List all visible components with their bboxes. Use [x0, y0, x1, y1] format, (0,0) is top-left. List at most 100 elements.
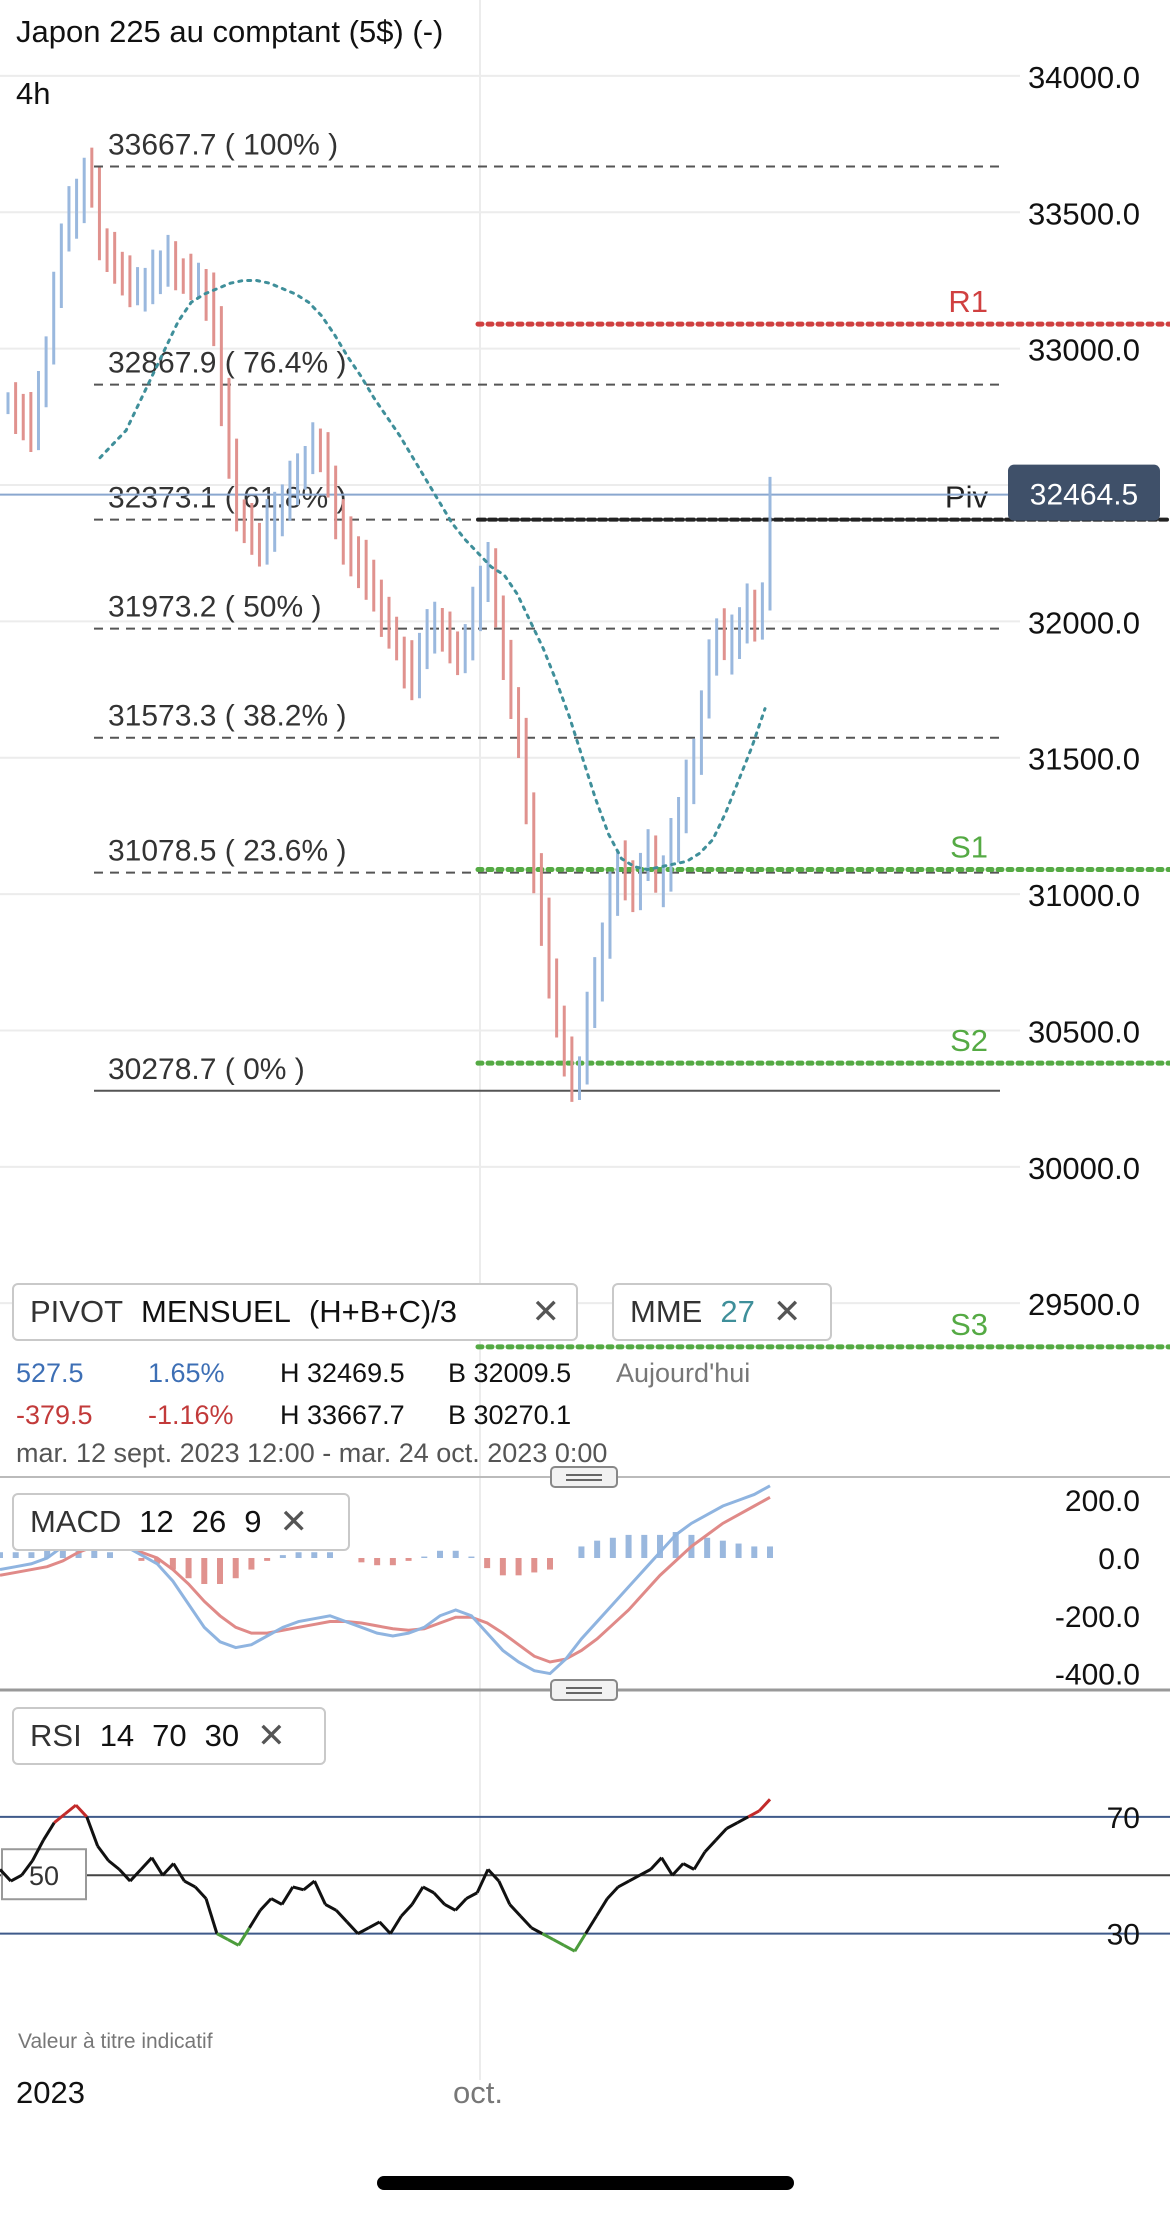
- fib-label: 31078.5 ( 23.6% ): [108, 835, 347, 868]
- rsi-segment: [508, 1903, 522, 1918]
- rsi-segment: [714, 1827, 728, 1842]
- rsi-segment: [118, 1868, 132, 1883]
- rsi-segment: [204, 1898, 219, 1935]
- ema-layer: [98, 278, 767, 872]
- macd-histogram-bar: [405, 1558, 412, 1561]
- macd-histogram-bar: [248, 1558, 255, 1570]
- macd-histogram-bar: [751, 1546, 758, 1558]
- macd-histogram-bar: [389, 1558, 396, 1566]
- macd-histogram-bar: [154, 1558, 161, 1564]
- rsi-segment: [216, 1932, 229, 1941]
- price-tick-label: 30000.0: [1028, 1151, 1140, 1186]
- rsi-segment: [595, 1897, 609, 1917]
- rsi-segment: [259, 1897, 273, 1912]
- macd-chip-label: MACD: [30, 1504, 122, 1539]
- macd-histogram-bar: [138, 1558, 145, 1561]
- pivot-label-piv: Piv: [945, 480, 989, 515]
- macd-histogram-bar: [185, 1558, 192, 1579]
- current-price-label: 32464.5: [1030, 479, 1138, 512]
- rsi-segment: [422, 1885, 435, 1895]
- price-tick-label: 31000.0: [1028, 878, 1140, 913]
- rsi-segment: [280, 1886, 295, 1906]
- stat-high-2: H 33667.7: [280, 1400, 405, 1430]
- rsi-segment: [563, 1943, 576, 1953]
- rsi-segment: [443, 1903, 457, 1912]
- rsi-segment: [400, 1903, 414, 1918]
- macd-histogram-bar: [547, 1558, 553, 1570]
- pane-resize-handle-2[interactable]: [550, 1679, 618, 1701]
- fib-label: 33667.7 ( 100% ): [108, 129, 338, 162]
- ema-close-icon[interactable]: ✕: [772, 1293, 802, 1331]
- x-label-oct: oct.: [453, 2075, 503, 2110]
- rsi-chip-label: RSI: [30, 1718, 82, 1753]
- rsi-segment: [194, 1885, 208, 1900]
- macd-histogram-bar: [358, 1558, 365, 1563]
- rsi-segment: [628, 1873, 641, 1883]
- ema-chip[interactable]: MME 27 ✕: [612, 1283, 832, 1341]
- macd-histogram-bar: [169, 1558, 176, 1570]
- rsi-segment: [0, 1868, 12, 1883]
- pane-resize-handle-1[interactable]: [550, 1466, 618, 1488]
- macd-histogram-bar: [609, 1537, 616, 1558]
- rsi-segment: [475, 1868, 490, 1894]
- rsi-chip-period: 14: [99, 1718, 135, 1753]
- rsi-segment: [660, 1856, 674, 1877]
- macd-histogram-bar: [657, 1534, 663, 1558]
- pivot-chip-formula: (H+B+C)/3: [308, 1294, 458, 1329]
- rsi-segment: [649, 1856, 663, 1871]
- pivot-label-r1: R1: [948, 284, 988, 319]
- pivot-chip[interactable]: PIVOT MENSUEL (H+B+C)/3 ✕: [12, 1283, 578, 1341]
- home-indicator[interactable]: [377, 2176, 794, 2190]
- rsi-segment: [42, 1821, 56, 1841]
- rsi-segment: [736, 1815, 750, 1824]
- rsi-segment: [324, 1903, 337, 1912]
- rsi-segment: [541, 1932, 554, 1941]
- macd-histogram-bar: [107, 1552, 113, 1558]
- rsi-segment: [584, 1915, 598, 1935]
- pivot-close-icon[interactable]: ✕: [531, 1293, 561, 1331]
- rsi-chip-lower: 30: [204, 1718, 240, 1753]
- current-price-tag: [1008, 464, 1160, 521]
- macd-histogram-bar: [295, 1552, 302, 1558]
- macd-tick-label: -200.0: [1055, 1601, 1140, 1634]
- rsi-segment: [639, 1868, 652, 1877]
- pivot-label-s1: S1: [950, 830, 988, 865]
- rsi-segment: [389, 1915, 403, 1935]
- macd-chip[interactable]: MACD 12 26 9 ✕: [12, 1493, 350, 1551]
- price-tick-label: 29500.0: [1028, 1287, 1140, 1322]
- rsi-segment: [530, 1926, 543, 1935]
- macd-tick-label: 0.0: [1098, 1543, 1140, 1576]
- macd-close-icon[interactable]: ✕: [279, 1503, 309, 1541]
- macd-chip-signal: 9: [244, 1504, 262, 1539]
- macd-histogram-bar: [28, 1552, 35, 1558]
- rsi-segment: [335, 1909, 349, 1923]
- rsi-midline-badge: [1, 1848, 87, 1901]
- rsi-segment: [10, 1873, 23, 1883]
- macd-histogram-bar: [279, 1555, 286, 1558]
- instrument-title: Japon 225 au comptant (5$) (-): [16, 14, 444, 49]
- rsi-segment: [519, 1915, 533, 1929]
- rsi-segment: [758, 1798, 772, 1812]
- macd-histogram-bar: [374, 1558, 381, 1566]
- macd-histogram-bar: [452, 1550, 459, 1558]
- macd-histogram-bar: [327, 1552, 333, 1558]
- macd-tick-label: 200.0: [1065, 1485, 1140, 1518]
- rsi-chip[interactable]: RSI 14 70 30 ✕: [12, 1707, 326, 1765]
- macd-histogram-bar: [719, 1540, 726, 1558]
- macd-histogram-bar: [672, 1532, 679, 1558]
- stat-high-1: H 32469.5: [280, 1358, 405, 1388]
- date-range: mar. 12 sept. 2023 12:00 - mar. 24 oct. …: [16, 1438, 608, 1468]
- rsi-layer: 50: [0, 1798, 1170, 1953]
- rsi-segment: [497, 1880, 512, 1906]
- candles-layer: [6, 147, 772, 1102]
- stat-percent-up: 1.65%: [148, 1358, 225, 1388]
- rsi-segment: [292, 1885, 305, 1892]
- rsi-close-icon[interactable]: ✕: [257, 1717, 286, 1755]
- ema-line: [98, 278, 767, 872]
- timeframe-label[interactable]: 4h: [16, 76, 51, 111]
- disclaimer: Valeur à titre indicatif: [18, 2030, 213, 2053]
- rsi-segment: [486, 1868, 500, 1883]
- rsi-segment: [53, 1812, 67, 1824]
- fib-label: 32867.9 ( 76.4% ): [108, 347, 347, 380]
